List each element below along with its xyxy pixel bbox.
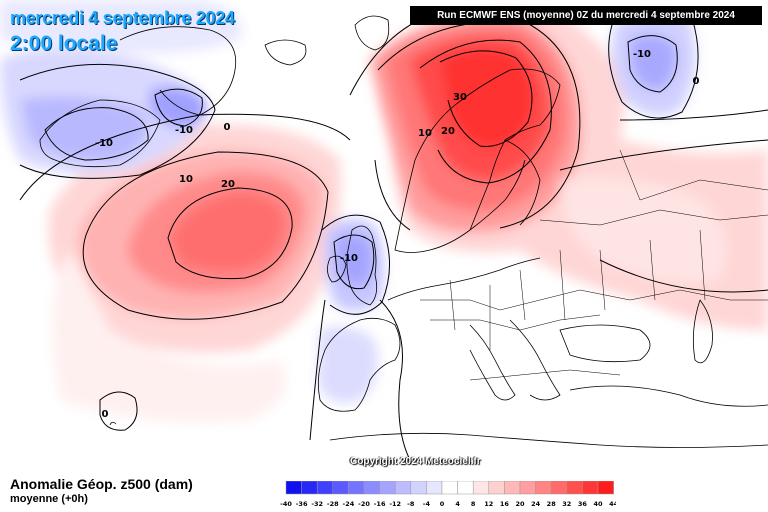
legend-tick-label: 24 (531, 500, 541, 508)
contour-30 (439, 50, 533, 147)
contour-20-atlantic (167, 187, 293, 280)
variable-title: Anomalie Géop. z500 (dam) (10, 476, 193, 492)
legend-tick-label: -16 (374, 500, 386, 508)
contour-label: -10 (340, 253, 358, 264)
contour-label: 0 (224, 122, 231, 133)
legend-swatch (457, 481, 474, 495)
legend-swatch (394, 481, 412, 495)
country-borders (420, 149, 768, 381)
contour-label: -10 (175, 125, 193, 136)
contour-minus10-uk (333, 234, 375, 290)
legend-swatch (285, 481, 302, 495)
contour-label: 0 (693, 76, 700, 87)
negative-anomaly-iberia (318, 326, 378, 403)
legend-swatch (410, 481, 427, 495)
contour-minus10-russia (627, 35, 678, 93)
legend-swatch (301, 481, 318, 495)
legend-tick-label: -28 (327, 500, 339, 508)
legend-swatch (535, 481, 552, 495)
contour-label: 20 (441, 126, 455, 137)
legend-swatch (550, 481, 568, 495)
contour-0-greenland (19, 63, 216, 179)
legend-swatch (379, 481, 396, 495)
legend-tick-label: -24 (343, 500, 355, 508)
forecast-date: mercredi 4 septembre 2024 (10, 8, 235, 28)
legend-swatch (519, 481, 536, 495)
legend-swatch (332, 481, 349, 495)
contour-label: 20 (221, 179, 235, 190)
legend-swatch (441, 481, 458, 495)
variable-subtitle: moyenne (+0h) (10, 493, 88, 505)
contour-label: 10 (418, 128, 432, 139)
legend-swatches (285, 481, 614, 495)
legend-tick-label: 28 (547, 500, 557, 508)
legend-tick-label: 12 (484, 500, 493, 508)
contour-label: 10 (179, 174, 193, 185)
geopotential-anomaly-map: 30 20 10 -10 0 -10 0 -10 10 20 -10 0 (0, 0, 768, 461)
legend-tick-label: 20 (515, 500, 525, 508)
color-scale-legend: -40 -36 -32 -28 -24 -20 -16 -12 -8 -4 0 4 8 12 16 20 24 2… (280, 481, 616, 508)
legend-tick-label: 4 (455, 500, 460, 508)
legend-tick-label: 0 (440, 500, 445, 508)
legend-tick-label: -20 (358, 500, 370, 508)
legend-swatch (597, 481, 614, 495)
copyright-notice: Copyright 2024 Meteociel.fr (350, 456, 481, 467)
contour-label: -10 (95, 138, 113, 149)
legend-swatch (348, 481, 365, 495)
legend-tick-label: -4 (423, 500, 431, 508)
legend-swatch (316, 481, 334, 495)
contour-10-atlantic (82, 151, 329, 320)
legend-swatch (488, 481, 505, 495)
legend-swatch (566, 481, 583, 495)
run-banner: Run ECMWF ENS (moyenne) 0Z du mercredi 4… (410, 6, 762, 25)
legend-tick-label: 16 (500, 500, 510, 508)
legend-swatch (582, 481, 599, 495)
legend-swatch (472, 481, 490, 495)
forecast-time: 2:00 locale (10, 32, 118, 55)
anomaly-shading (0, 0, 768, 423)
legend-tick-label: -36 (296, 500, 308, 508)
legend-tick-label: 40 (593, 500, 603, 508)
legend-swatch (504, 481, 521, 495)
legend-tick-label: -40 (280, 500, 292, 508)
contour-label: 30 (453, 92, 467, 103)
coastlines (39, 15, 768, 448)
legend-tick-label: 36 (578, 500, 588, 508)
legend-tick-label: 8 (471, 500, 476, 508)
legend-tick-label: -8 (407, 500, 415, 508)
legend-tick-label: 44 (609, 500, 616, 508)
contour-labels: 30 20 10 -10 0 -10 0 -10 10 20 -10 0 (95, 49, 700, 420)
contour-20 (419, 39, 552, 184)
contour-10-scandinavia (377, 20, 581, 229)
contour-0-island (99, 391, 138, 431)
legend-tick-label: 32 (562, 500, 571, 508)
legend-tick-label: -32 (311, 500, 323, 508)
legend-swatch (363, 481, 380, 495)
legend-swatch (426, 481, 443, 495)
contour-minus10-greenland (44, 107, 149, 161)
contour-0-uk (321, 214, 390, 315)
legend-ticks: -40 -36 -32 -28 -24 -20 -16 -12 -8 -4 0 4 8 12 16 20 24 2… (280, 500, 616, 508)
contour-label: 0 (102, 409, 109, 420)
legend-tick-label: -12 (389, 500, 401, 508)
contour-label: -10 (633, 49, 651, 60)
